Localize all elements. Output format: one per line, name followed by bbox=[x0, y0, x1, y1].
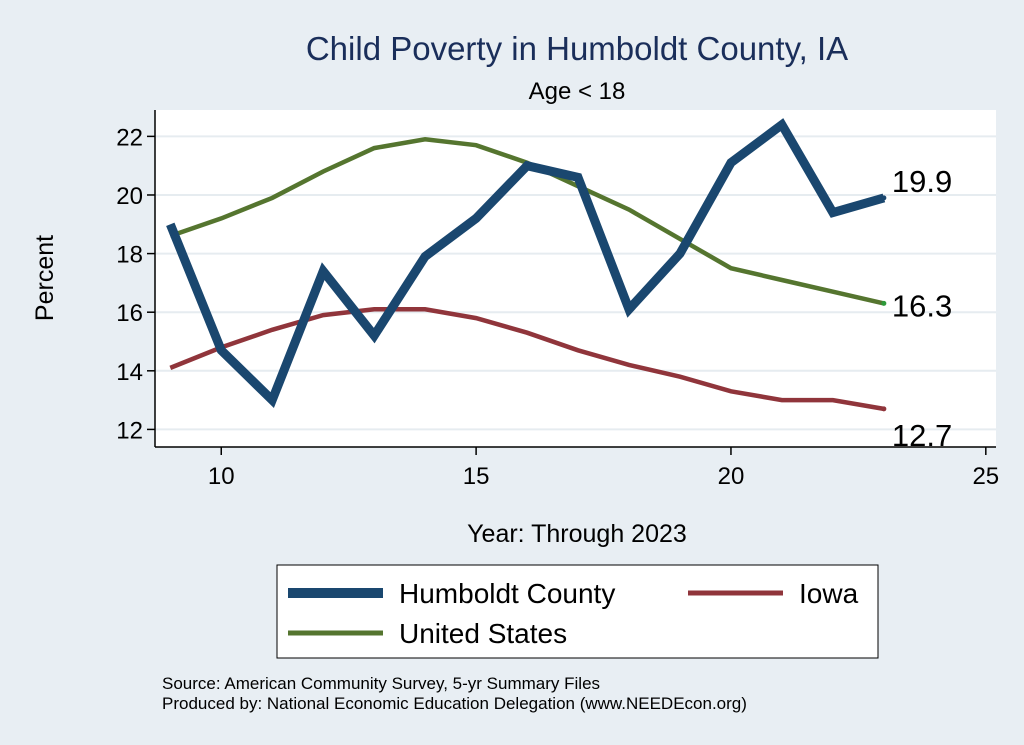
y-tick-label: 14 bbox=[116, 359, 143, 386]
x-tick-label: 25 bbox=[972, 463, 999, 490]
end-label-humboldt-county: 19.9 bbox=[892, 164, 952, 199]
x-tick-label: 20 bbox=[718, 463, 745, 490]
axes: 12 14 16 18 20 22 10 15 20 25 bbox=[116, 110, 999, 490]
y-tick-label: 22 bbox=[116, 124, 143, 151]
legend-box bbox=[276, 564, 879, 659]
series-end-point bbox=[881, 300, 887, 306]
series-end-point bbox=[881, 406, 887, 412]
legend-label-us: United States bbox=[399, 618, 567, 649]
end-labels: 19.9 12.7 16.3 bbox=[892, 164, 952, 453]
producer-note: Produced by: National Economic Education… bbox=[162, 694, 747, 713]
series-line-humboldt-county bbox=[166, 118, 886, 409]
gridlines bbox=[155, 135, 996, 431]
end-label-united-states: 16.3 bbox=[892, 288, 952, 323]
x-tick-label: 10 bbox=[208, 463, 235, 490]
source-note: Source: American Community Survey, 5-yr … bbox=[162, 674, 600, 693]
series-lines bbox=[166, 118, 887, 412]
legend-label-iowa: Iowa bbox=[799, 578, 859, 609]
end-label-iowa: 12.7 bbox=[892, 418, 952, 453]
chart-subtitle: Age < 18 bbox=[529, 78, 626, 105]
y-tick-label: 16 bbox=[116, 300, 143, 327]
series-end-point bbox=[881, 195, 887, 201]
y-tick-label: 12 bbox=[116, 417, 143, 444]
plot-area bbox=[155, 110, 996, 447]
chart-title: Child Poverty in Humboldt County, IA bbox=[306, 30, 848, 67]
series-line-iowa bbox=[169, 307, 885, 412]
x-tick-label: 15 bbox=[463, 463, 490, 490]
y-axis-title: Percent bbox=[31, 235, 59, 321]
y-tick-label: 18 bbox=[116, 242, 143, 269]
x-axis-title: Year: Through 2023 bbox=[467, 520, 687, 548]
legend: Humboldt County Iowa United States bbox=[276, 564, 879, 659]
y-tick-label: 20 bbox=[116, 183, 143, 210]
legend-label-humboldt: Humboldt County bbox=[399, 578, 615, 609]
